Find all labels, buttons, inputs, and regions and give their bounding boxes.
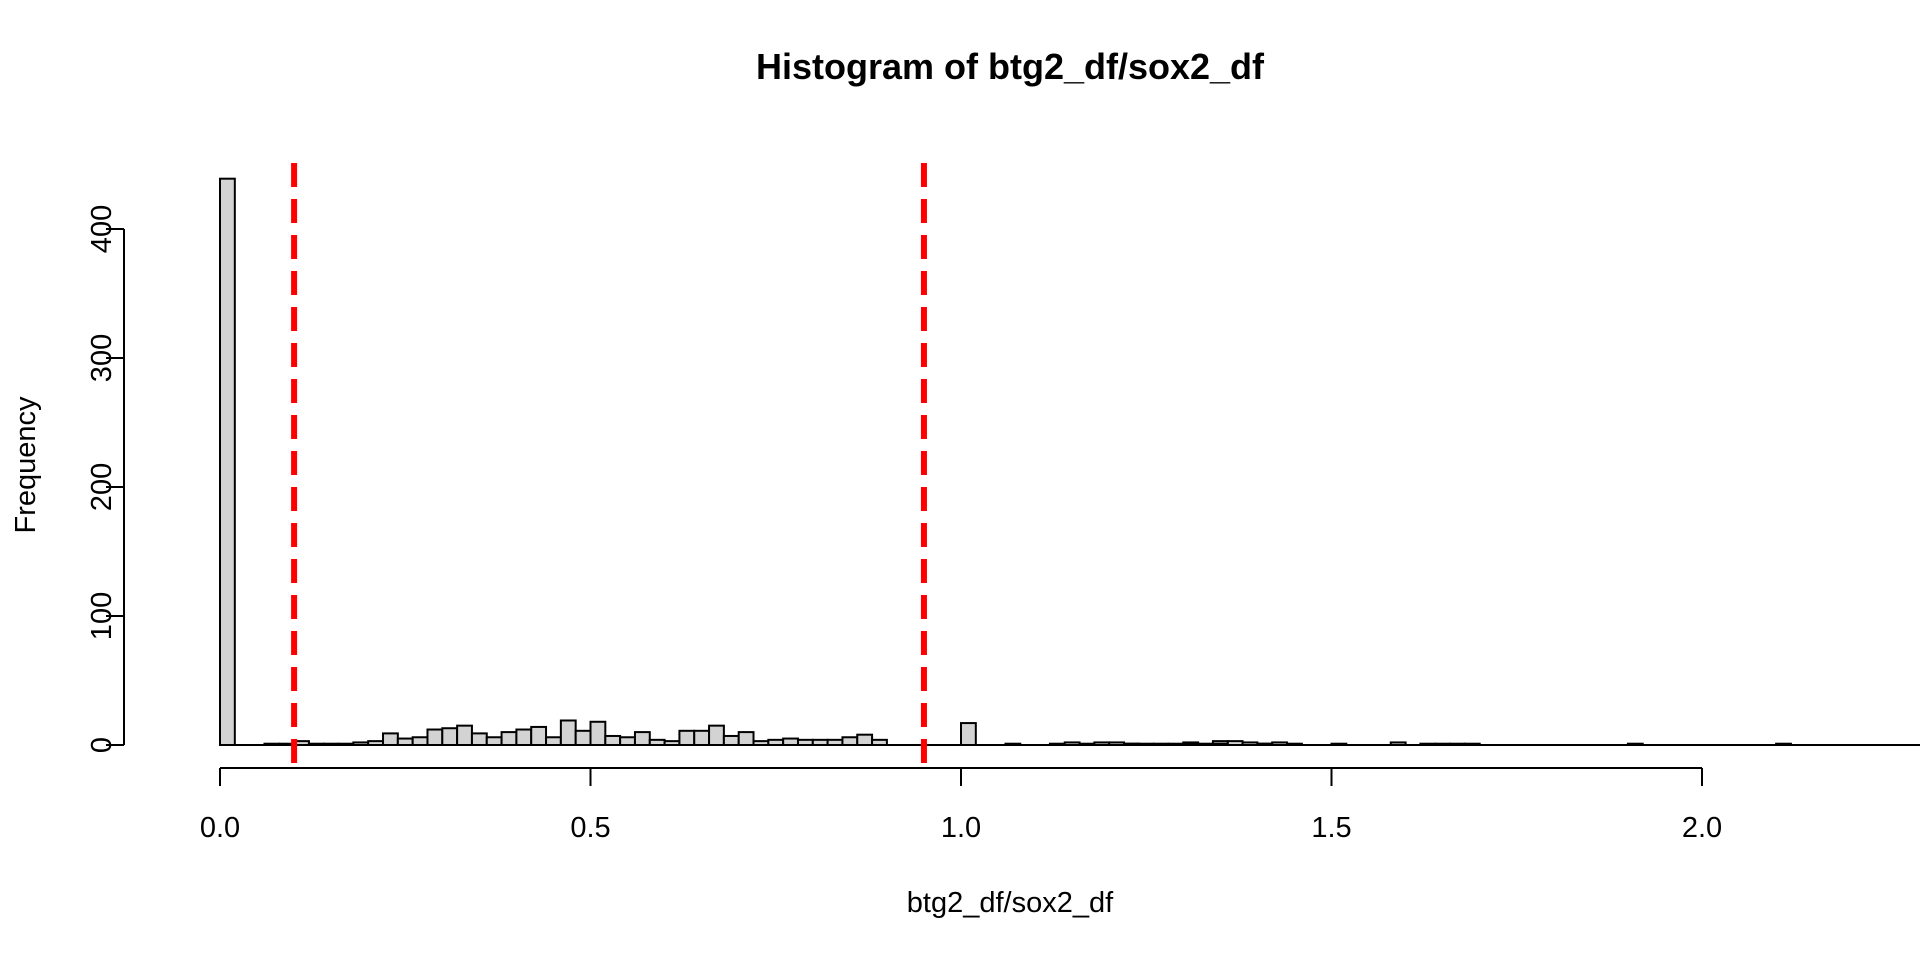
histogram-bar bbox=[263, 742, 281, 747]
histogram-bar bbox=[796, 738, 814, 747]
histogram-bar bbox=[470, 732, 488, 747]
y-tick-label: 200 bbox=[86, 463, 118, 511]
histogram-bar bbox=[500, 731, 518, 746]
histogram-bar bbox=[485, 736, 503, 747]
y-axis-label: Frequency bbox=[10, 396, 42, 534]
histogram-bar bbox=[1330, 742, 1348, 747]
reference-lines bbox=[291, 163, 927, 770]
y-tick-label: 300 bbox=[86, 334, 118, 382]
histogram-bar bbox=[337, 742, 355, 747]
y-tick-label: 100 bbox=[86, 592, 118, 640]
histogram-bar bbox=[1167, 742, 1185, 747]
histogram-bar bbox=[871, 738, 888, 747]
histogram-bar bbox=[619, 736, 636, 747]
histogram-bar bbox=[1775, 742, 1792, 747]
x-tick-label: 1.5 bbox=[1311, 812, 1351, 844]
x-tick-label: 0.5 bbox=[570, 812, 610, 844]
histogram-bar bbox=[648, 738, 666, 747]
histogram-bar bbox=[1226, 740, 1244, 747]
histogram-bar bbox=[574, 729, 592, 746]
histogram-bar bbox=[559, 719, 577, 746]
histogram-bar bbox=[1182, 742, 1200, 747]
histogram-bar bbox=[1626, 742, 1644, 747]
histogram-bar bbox=[1152, 742, 1170, 747]
histogram-bar bbox=[456, 724, 473, 747]
histogram-bar bbox=[1211, 742, 1229, 747]
histogram-bar bbox=[219, 177, 236, 746]
histogram-bar bbox=[737, 731, 755, 746]
chart-title: Histogram of btg2_df/sox2_df bbox=[756, 46, 1265, 87]
x-tick-label: 2.0 bbox=[1682, 812, 1722, 844]
histogram-bar bbox=[678, 729, 696, 746]
x-tick-label: 0.0 bbox=[200, 812, 240, 844]
histogram-bar bbox=[856, 733, 874, 746]
histogram-bar bbox=[307, 742, 325, 747]
histogram-bar bbox=[604, 734, 622, 746]
histogram-bar bbox=[1197, 742, 1214, 747]
histogram-bar bbox=[382, 732, 399, 747]
y-tick-label: 400 bbox=[86, 205, 118, 253]
histogram-bar bbox=[530, 725, 548, 747]
histogram-bar bbox=[515, 728, 533, 747]
histogram-bar bbox=[633, 731, 651, 746]
histogram-bar bbox=[1256, 742, 1274, 747]
histogram-bar bbox=[708, 724, 725, 747]
x-axis: 0.0 0.5 1.0 1.5 2.0 bbox=[200, 767, 1722, 844]
histogram-bar bbox=[441, 727, 459, 746]
histogram-bar bbox=[1048, 742, 1066, 747]
histogram-bar bbox=[1108, 741, 1126, 746]
y-tick-label: 0 bbox=[86, 737, 118, 753]
histogram-bar bbox=[396, 737, 414, 746]
histogram-bar bbox=[663, 740, 681, 747]
histogram-bar bbox=[1463, 742, 1481, 747]
histogram-bar bbox=[960, 722, 977, 747]
x-axis-label: btg2_df/sox2_df bbox=[907, 887, 1114, 919]
histogram-bar bbox=[1449, 742, 1466, 747]
histogram-bar bbox=[826, 738, 844, 747]
histogram-bar bbox=[367, 740, 385, 747]
histogram-bar bbox=[1271, 741, 1289, 746]
histogram-bar bbox=[1434, 742, 1452, 747]
histogram-bar bbox=[767, 738, 785, 747]
histogram-bars bbox=[219, 177, 1920, 747]
histogram-bar bbox=[1004, 742, 1022, 747]
histogram-bar bbox=[1419, 742, 1437, 747]
histogram-bar bbox=[322, 742, 340, 747]
x-tick-label: 1.0 bbox=[941, 812, 981, 844]
histogram-bar bbox=[1389, 741, 1407, 746]
histogram-bar bbox=[1093, 741, 1111, 746]
histogram-bar bbox=[1063, 741, 1081, 746]
histogram-bar bbox=[752, 740, 770, 747]
histogram-bar bbox=[1241, 741, 1259, 746]
histogram-bar bbox=[1078, 742, 1096, 747]
y-axis: 0 100 200 300 400 bbox=[86, 205, 125, 753]
histogram-bar bbox=[1137, 742, 1155, 747]
histogram-bar bbox=[426, 728, 444, 747]
histogram-bar bbox=[722, 734, 740, 746]
histogram-bar bbox=[811, 738, 829, 747]
histogram-bar bbox=[782, 737, 799, 746]
histogram-bar bbox=[352, 741, 370, 746]
histogram-bar bbox=[1123, 742, 1140, 747]
histogram-bar bbox=[693, 729, 711, 746]
histogram-bar bbox=[589, 720, 607, 747]
histogram-bar bbox=[411, 736, 429, 747]
histogram-bar bbox=[841, 736, 859, 747]
histogram-bar bbox=[1286, 742, 1303, 747]
histogram-bar bbox=[545, 736, 562, 747]
